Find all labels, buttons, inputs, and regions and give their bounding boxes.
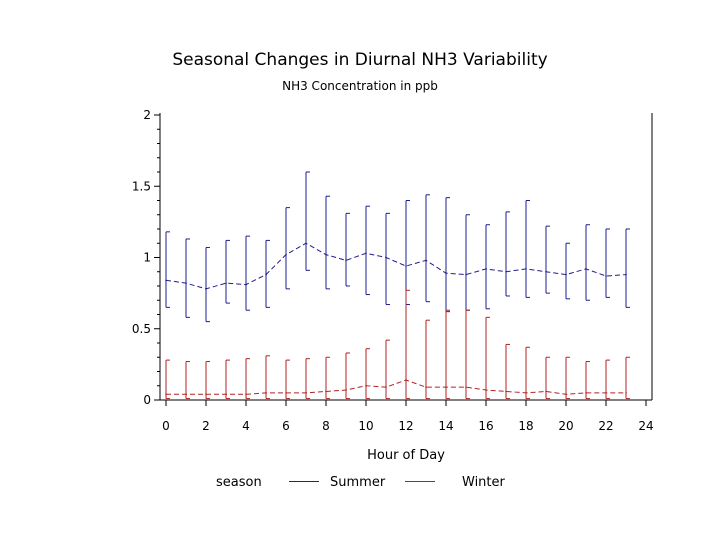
summer-mean-point-20 — [565, 273, 567, 276]
summer-mean-point-6 — [285, 253, 287, 256]
winter-mean-point-8 — [325, 390, 327, 393]
x-tick-label-18: 18 — [518, 419, 533, 433]
summer-mean-point-8 — [325, 253, 327, 256]
winter-mean-point-18 — [525, 392, 527, 394]
winter-mean-point-13 — [425, 386, 427, 388]
x-tick-label-24: 24 — [638, 419, 653, 433]
summer-mean-point-10 — [365, 252, 367, 255]
winter-mean-point-14 — [445, 386, 447, 388]
x-tick-label-6: 6 — [282, 419, 290, 433]
winter-mean-point-16 — [485, 389, 487, 391]
legend-label-winter: Winter — [462, 475, 505, 490]
summer-mean-point-17 — [505, 270, 507, 273]
summer-mean-point-19 — [545, 270, 547, 273]
x-tick-label-16: 16 — [478, 419, 493, 433]
winter-mean-point-0 — [165, 393, 167, 396]
summer-mean-point-3 — [225, 282, 227, 284]
summer-mean-point-9 — [345, 259, 347, 262]
winter-mean-point-12 — [405, 379, 407, 381]
x-tick-label-4: 4 — [242, 419, 250, 433]
x-tick-label-12: 12 — [398, 419, 413, 433]
winter-mean-point-2 — [205, 393, 207, 396]
chart-subtitle: NH3 Concentration in ppb — [282, 79, 438, 93]
summer-mean-point-1 — [185, 282, 187, 284]
y-tick-label-0.5: 0.5 — [132, 322, 151, 336]
summer-mean-point-12 — [405, 265, 407, 267]
summer-mean-point-15 — [465, 273, 467, 276]
summer-mean-point-14 — [445, 272, 447, 274]
winter-mean-point-22 — [605, 392, 607, 394]
summer-mean-point-13 — [425, 259, 427, 262]
winter-mean-point-11 — [385, 386, 387, 388]
summer-mean-point-7 — [305, 242, 307, 245]
summer-mean-point-23 — [625, 273, 627, 276]
summer-mean-point-5 — [265, 273, 267, 276]
x-tick-label-0: 0 — [162, 419, 170, 433]
y-tick-label-1: 1 — [143, 251, 151, 265]
summer-mean-line — [165, 242, 627, 290]
y-tick-label-1.5: 1.5 — [132, 179, 151, 193]
winter-mean-line — [166, 379, 626, 395]
summer-mean-point-18 — [525, 268, 527, 270]
winter-mean-point-3 — [225, 393, 227, 396]
y-tick-label-2: 2 — [143, 108, 151, 122]
summer-mean-point-22 — [605, 275, 607, 277]
x-tick-label-8: 8 — [322, 419, 330, 433]
legend-swatch-summer — [289, 481, 319, 482]
summer-mean-point-2 — [205, 288, 207, 290]
winter-mean-point-9 — [345, 389, 347, 391]
winter-mean-point-4 — [245, 393, 247, 396]
winter-mean-point-20 — [565, 393, 567, 396]
x-tick-label-14: 14 — [438, 419, 453, 433]
winter-mean-point-21 — [585, 392, 587, 394]
summer-mean-point-4 — [245, 283, 247, 286]
legend-label-summer: Summer — [330, 475, 386, 490]
y-tick-label-0: 0 — [143, 393, 151, 407]
x-tick-label-20: 20 — [558, 419, 573, 433]
x-tick-label-2: 2 — [202, 419, 210, 433]
x-tick-label-10: 10 — [358, 419, 373, 433]
winter-mean-point-15 — [465, 386, 467, 388]
legend-title: season — [216, 475, 262, 490]
chart-title: Seasonal Changes in Diurnal NH3 Variabil… — [172, 50, 548, 70]
x-axis-label: Hour of Day — [367, 448, 445, 463]
legend-swatch-winter — [405, 481, 435, 482]
x-tick-label-22: 22 — [598, 419, 613, 433]
summer-mean-point-21 — [585, 268, 587, 270]
winter-mean-point-19 — [545, 390, 547, 393]
winter-mean-point-7 — [305, 392, 307, 394]
winter-mean-point-10 — [365, 384, 367, 387]
summer-mean-point-11 — [385, 256, 387, 259]
winter-mean-point-6 — [285, 392, 287, 394]
summer-mean-point-16 — [485, 268, 487, 270]
winter-mean-point-1 — [185, 393, 187, 396]
winter-mean-point-17 — [505, 390, 507, 393]
winter-mean-point-23 — [625, 392, 627, 394]
winter-mean-point-5 — [265, 392, 267, 394]
summer-mean-point-0 — [165, 279, 167, 282]
